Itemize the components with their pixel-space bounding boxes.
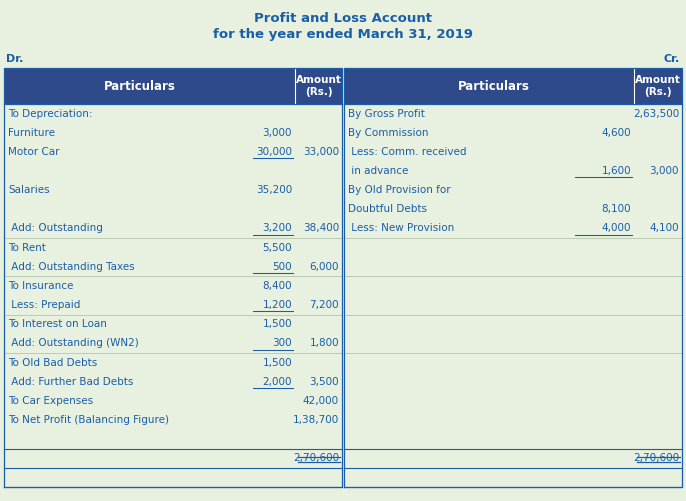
Text: Add: Outstanding (WN2): Add: Outstanding (WN2) bbox=[8, 338, 139, 348]
Text: To Depreciation:: To Depreciation: bbox=[8, 109, 93, 119]
Text: Amount
(Rs.): Amount (Rs.) bbox=[296, 75, 342, 97]
Text: To Net Profit (Balancing Figure): To Net Profit (Balancing Figure) bbox=[8, 415, 169, 425]
Text: To Interest on Loan: To Interest on Loan bbox=[8, 319, 107, 329]
Text: Particulars: Particulars bbox=[458, 80, 530, 93]
Text: 3,000: 3,000 bbox=[263, 128, 292, 138]
Text: To Car Expenses: To Car Expenses bbox=[8, 396, 93, 406]
Text: Amount
(Rs.): Amount (Rs.) bbox=[635, 75, 681, 97]
Text: To Rent: To Rent bbox=[8, 242, 46, 253]
Text: 6,000: 6,000 bbox=[309, 262, 339, 272]
Text: Add: Outstanding: Add: Outstanding bbox=[8, 223, 103, 233]
Text: 1,500: 1,500 bbox=[262, 319, 292, 329]
Text: 35,200: 35,200 bbox=[256, 185, 292, 195]
Text: 7,200: 7,200 bbox=[309, 300, 339, 310]
Text: 4,000: 4,000 bbox=[602, 223, 631, 233]
Text: 1,600: 1,600 bbox=[602, 166, 631, 176]
Text: Add: Outstanding Taxes: Add: Outstanding Taxes bbox=[8, 262, 134, 272]
Text: 3,000: 3,000 bbox=[650, 166, 679, 176]
Text: Doubtful Debts: Doubtful Debts bbox=[348, 204, 427, 214]
Text: 1,200: 1,200 bbox=[262, 300, 292, 310]
Text: To Old Bad Debts: To Old Bad Debts bbox=[8, 358, 97, 368]
Text: 4,100: 4,100 bbox=[650, 223, 679, 233]
Text: Less: Prepaid: Less: Prepaid bbox=[8, 300, 80, 310]
Text: Furniture: Furniture bbox=[8, 128, 55, 138]
Text: in advance: in advance bbox=[348, 166, 408, 176]
Bar bbox=[4, 68, 342, 104]
Text: Cr.: Cr. bbox=[664, 54, 680, 64]
Text: 3,500: 3,500 bbox=[309, 377, 339, 387]
Text: 500: 500 bbox=[272, 262, 292, 272]
Text: 38,400: 38,400 bbox=[303, 223, 339, 233]
Text: for the year ended March 31, 2019: for the year ended March 31, 2019 bbox=[213, 28, 473, 41]
Text: 2,70,600: 2,70,600 bbox=[293, 453, 339, 463]
Text: 2,000: 2,000 bbox=[263, 377, 292, 387]
Text: Particulars: Particulars bbox=[104, 80, 176, 93]
Text: Salaries: Salaries bbox=[8, 185, 49, 195]
Text: 3,200: 3,200 bbox=[262, 223, 292, 233]
Text: 1,800: 1,800 bbox=[309, 338, 339, 348]
Text: 42,000: 42,000 bbox=[303, 396, 339, 406]
Text: 30,000: 30,000 bbox=[256, 147, 292, 157]
Text: By Old Provision for: By Old Provision for bbox=[348, 185, 451, 195]
Text: Motor Car: Motor Car bbox=[8, 147, 60, 157]
Text: 2,63,500: 2,63,500 bbox=[632, 109, 679, 119]
Text: 8,100: 8,100 bbox=[602, 204, 631, 214]
Text: 2,70,600: 2,70,600 bbox=[633, 453, 679, 463]
Text: Profit and Loss Account: Profit and Loss Account bbox=[254, 12, 432, 25]
Text: By Gross Profit: By Gross Profit bbox=[348, 109, 425, 119]
Text: Add: Further Bad Debts: Add: Further Bad Debts bbox=[8, 377, 133, 387]
Bar bbox=[4, 104, 682, 487]
Text: Dr.: Dr. bbox=[6, 54, 23, 64]
Text: 8,400: 8,400 bbox=[262, 281, 292, 291]
Text: 5,500: 5,500 bbox=[262, 242, 292, 253]
Text: 1,38,700: 1,38,700 bbox=[293, 415, 339, 425]
Text: 1,500: 1,500 bbox=[262, 358, 292, 368]
Text: By Commission: By Commission bbox=[348, 128, 429, 138]
Text: To Insurance: To Insurance bbox=[8, 281, 73, 291]
Text: 33,000: 33,000 bbox=[303, 147, 339, 157]
Text: Less: New Provision: Less: New Provision bbox=[348, 223, 454, 233]
Text: Less: Comm. received: Less: Comm. received bbox=[348, 147, 466, 157]
Text: 300: 300 bbox=[272, 338, 292, 348]
Text: 4,600: 4,600 bbox=[602, 128, 631, 138]
Bar bbox=[344, 68, 682, 104]
